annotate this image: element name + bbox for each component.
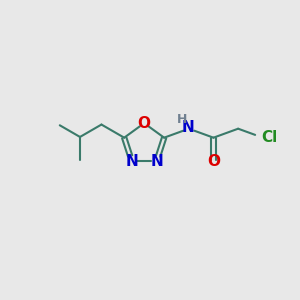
Text: N: N — [150, 154, 163, 169]
Text: N: N — [182, 120, 194, 135]
Text: H: H — [177, 112, 188, 126]
Text: O: O — [138, 116, 151, 131]
Text: N: N — [125, 154, 138, 169]
Text: O: O — [207, 154, 220, 169]
Text: Cl: Cl — [261, 130, 277, 145]
